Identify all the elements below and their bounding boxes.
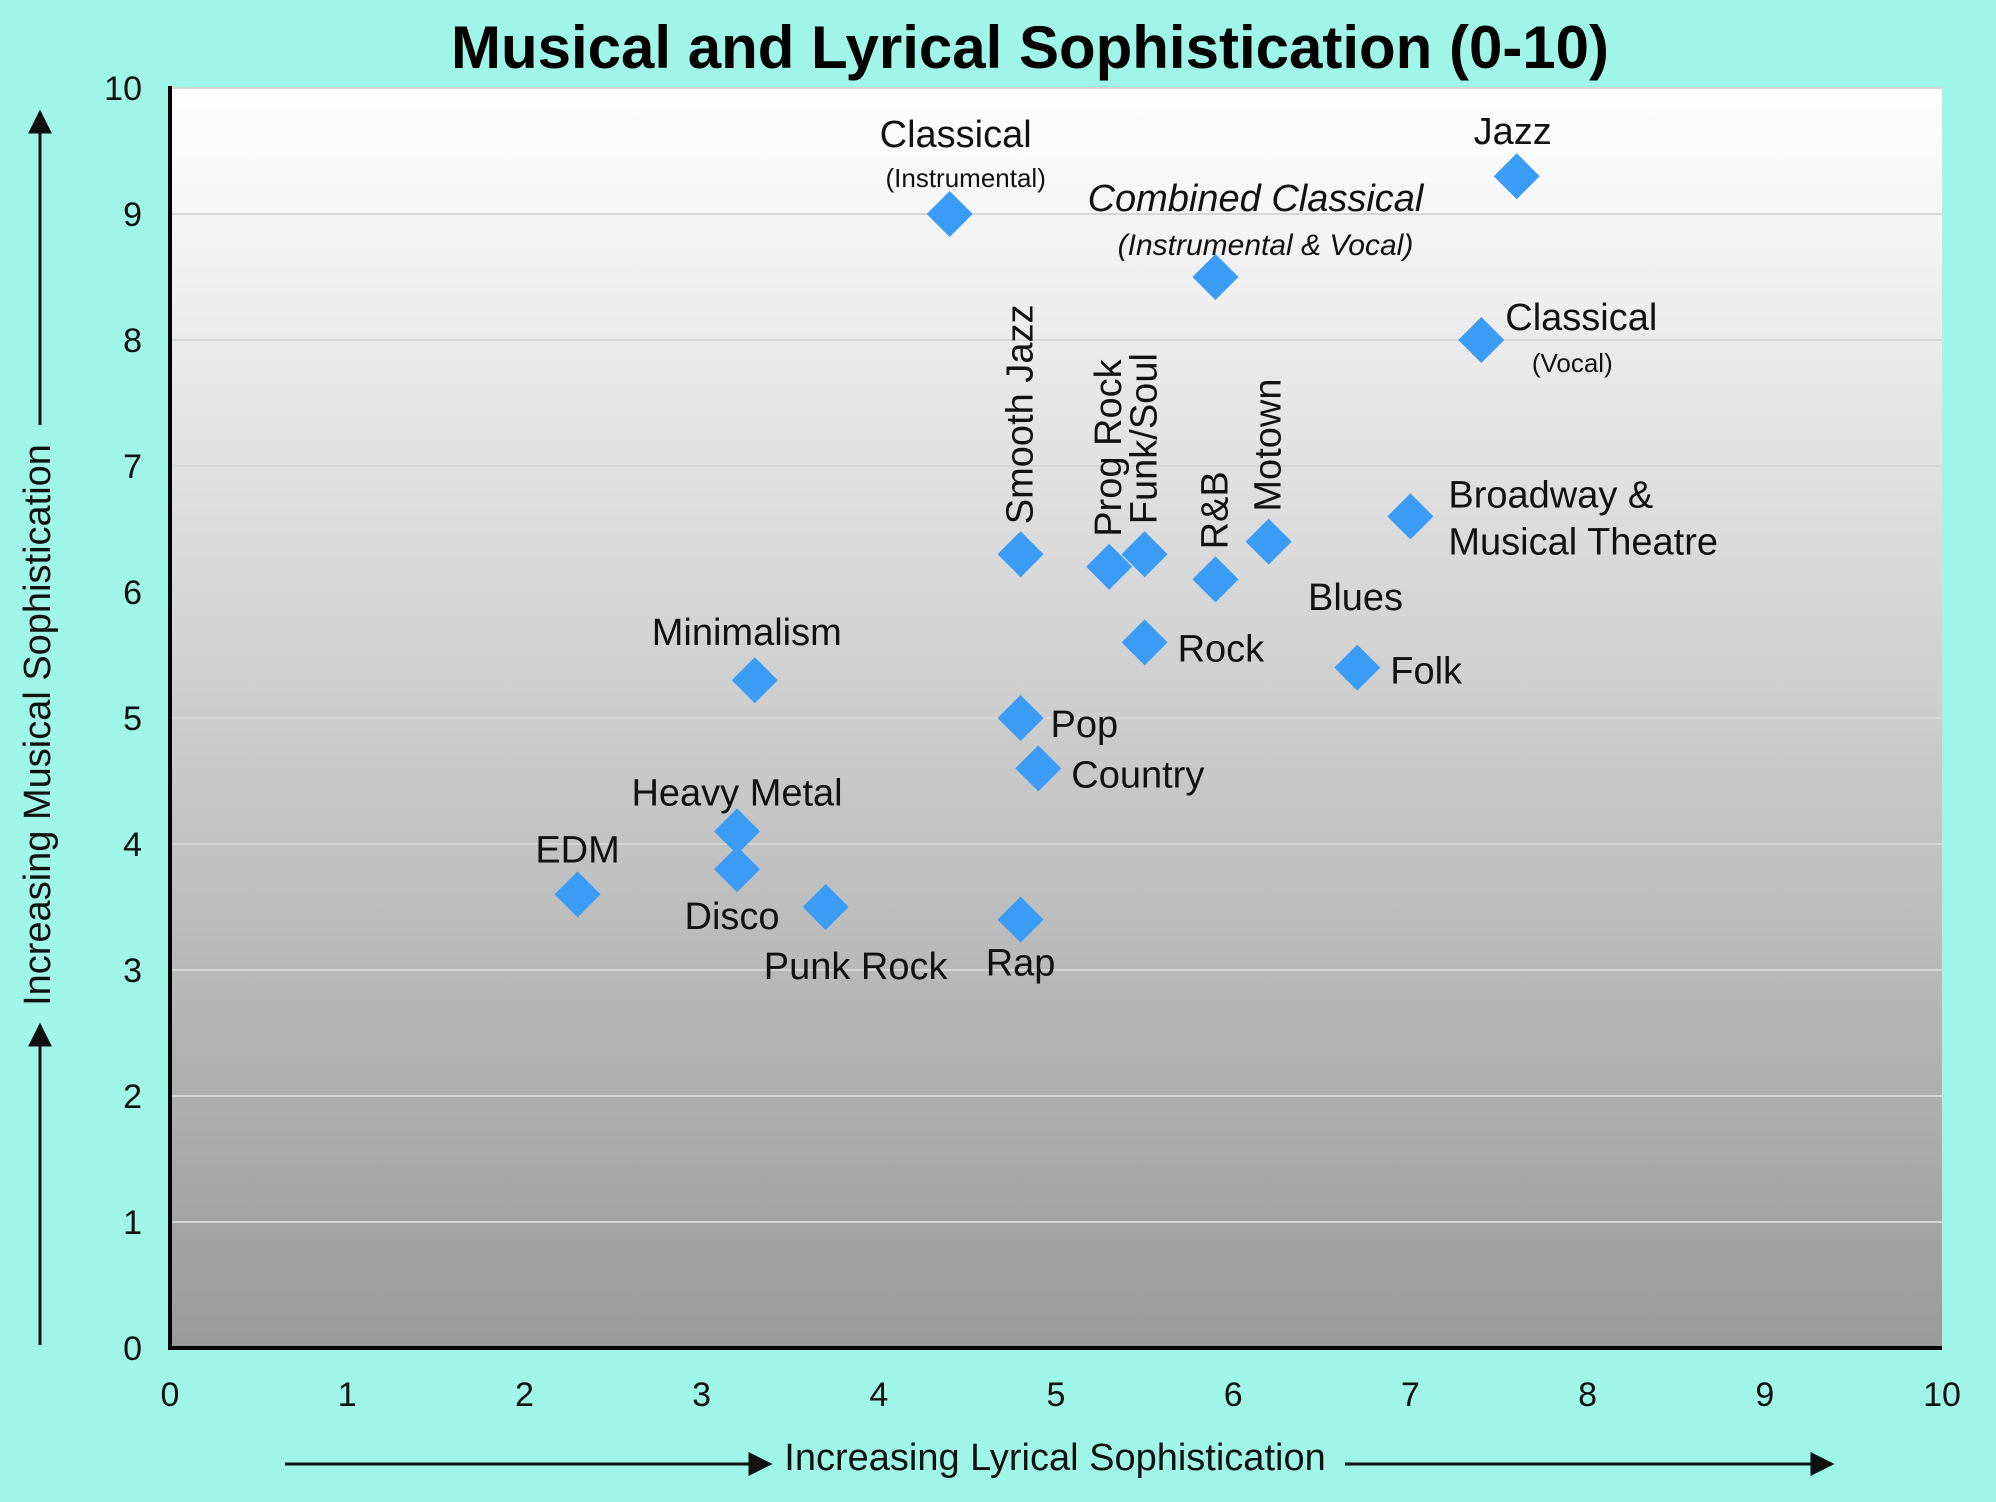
data-point	[997, 695, 1044, 741]
data-point	[1493, 153, 1540, 200]
point-label: Combined Classical	[1088, 178, 1425, 220]
point-label: Country	[1071, 754, 1204, 796]
point-label: Disco	[685, 896, 780, 938]
y-tick-label: 0	[123, 1330, 142, 1368]
data-point	[714, 808, 761, 855]
point-label: Folk	[1390, 651, 1463, 693]
data-point	[997, 531, 1044, 578]
y-tick-label: 4	[123, 826, 142, 864]
y-tick-labels: 0 1 2 3 4 5 6 7 8 9 10	[104, 70, 142, 1368]
data-point	[1086, 543, 1133, 590]
point-label: Smooth Jazz	[1000, 305, 1042, 525]
point-label: Heavy Metal	[631, 772, 842, 814]
y-tick-label: 7	[123, 448, 142, 486]
x-tick-label: 10	[1923, 1376, 1961, 1414]
y-tick-label: 2	[123, 1078, 142, 1116]
annotation-blues: Blues	[1308, 577, 1403, 619]
data-point	[554, 871, 601, 918]
point-sublabel: (Vocal)	[1532, 348, 1613, 378]
grid-lines	[170, 87, 1942, 1223]
x-tick-label: 7	[1401, 1376, 1420, 1414]
data-point	[997, 896, 1044, 943]
x-tick-label: 8	[1578, 1376, 1597, 1414]
x-tick-label: 0	[161, 1376, 180, 1414]
data-point	[1015, 745, 1062, 792]
data-point	[1192, 254, 1239, 300]
data-point	[1458, 317, 1505, 363]
point-labels: Classical (Instrumental) Jazz Combined Clas…	[535, 111, 1718, 988]
data-point	[1192, 556, 1239, 603]
data-point	[926, 191, 973, 237]
point-label: Broadway &	[1448, 474, 1653, 516]
x-tick-label: 4	[869, 1376, 888, 1414]
y-tick-label: 1	[123, 1204, 142, 1242]
x-tick-label: 5	[1047, 1376, 1066, 1414]
data-point	[1387, 493, 1434, 540]
data-point	[1334, 644, 1381, 691]
y-tick-label: 6	[123, 574, 142, 612]
point-sublabel: (Instrumental)	[885, 163, 1045, 193]
y-tick-label: 3	[123, 952, 142, 990]
data-point	[1121, 531, 1168, 578]
y-tick-label: 10	[104, 70, 142, 108]
x-tick-labels: 0 1 2 3 4 5 6 7 8 9 10	[161, 1376, 1961, 1414]
y-tick-label: 9	[123, 196, 142, 234]
point-label: Funk/Soul	[1124, 353, 1166, 524]
point-label: Rap	[986, 943, 1056, 985]
point-label: Punk Rock	[764, 946, 949, 988]
x-tick-label: 9	[1755, 1376, 1774, 1414]
x-tick-label: 3	[692, 1376, 711, 1414]
x-tick-label: 6	[1224, 1376, 1243, 1414]
data-point	[714, 846, 761, 893]
data-points	[554, 153, 1540, 943]
x-tick-label: 2	[515, 1376, 534, 1414]
point-label-line2: Musical Theatre	[1448, 521, 1718, 563]
point-label: Jazz	[1474, 111, 1552, 153]
x-axis-label: Increasing Lyrical Sophistication	[784, 1437, 1325, 1479]
axes	[168, 86, 1942, 1350]
y-tick-label: 5	[123, 700, 142, 738]
point-label: Minimalism	[652, 612, 842, 654]
x-tick-label: 1	[338, 1376, 357, 1414]
point-sublabel: (Instrumental & Vocal)	[1118, 229, 1414, 262]
y-axis-label: Increasing Musical Sophistication	[17, 444, 59, 1006]
chart-title: Musical and Lyrical Sophistication (0-10…	[451, 14, 1609, 81]
point-label: Rock	[1178, 628, 1266, 670]
point-label: Motown	[1248, 379, 1290, 512]
data-point	[802, 884, 849, 930]
y-tick-label: 8	[123, 322, 142, 360]
data-point	[1121, 619, 1168, 666]
point-label: Classical	[880, 114, 1032, 156]
data-point	[1245, 518, 1292, 565]
data-point	[731, 657, 778, 704]
point-label: EDM	[535, 829, 619, 871]
point-label: Prog Rock	[1088, 358, 1130, 536]
point-label: Pop	[1051, 704, 1119, 746]
point-label: Classical	[1505, 297, 1657, 339]
point-label: R&B	[1194, 471, 1236, 549]
